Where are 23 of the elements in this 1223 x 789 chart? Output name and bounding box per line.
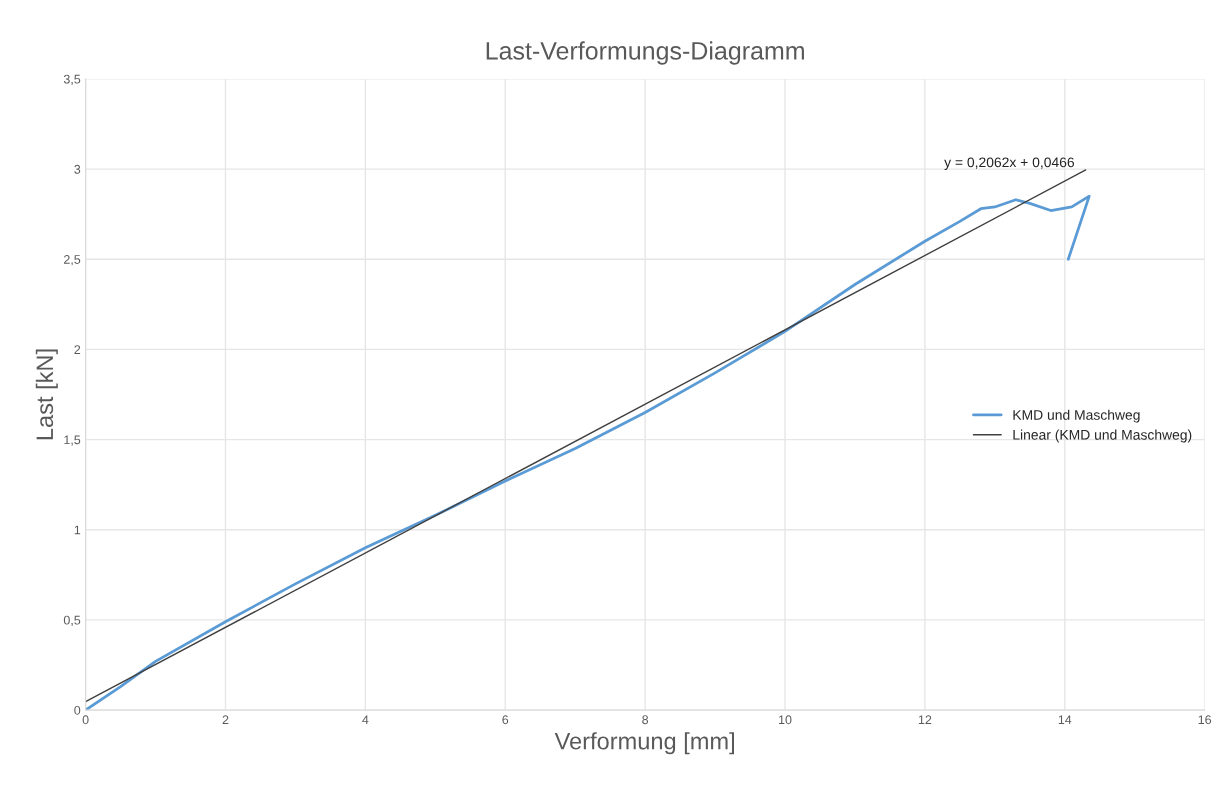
y-tick-label: 0 <box>74 705 81 715</box>
x-tick-label: 2 <box>222 715 229 725</box>
y-tick-label: 1 <box>74 525 81 535</box>
x-tick-label: 4 <box>362 715 369 725</box>
annotation: y = 0,2062x + 0,0466 <box>944 157 1075 170</box>
x-tick-label: 10 <box>779 715 792 725</box>
x-tick-label: 0 <box>82 715 89 725</box>
y-tick-label: 2,5 <box>64 255 81 266</box>
x-tick-label: 16 <box>1198 715 1212 725</box>
x-tick-label: 8 <box>642 715 649 725</box>
y-tick-label: 0,5 <box>63 615 81 627</box>
legend-label: KMD und Maschweg <box>1013 409 1140 423</box>
x-tick-label: 6 <box>502 715 509 725</box>
x-axis-title: Verformung [mm] <box>554 732 734 755</box>
x-tick-label: 14 <box>1058 715 1072 725</box>
y-tick-label: 3,5 <box>63 74 81 86</box>
legend-label: Linear (KMD und Maschweg) <box>1013 429 1192 443</box>
y-tick-label: 2 <box>74 345 81 354</box>
chart-title: Last-Verformungs-Diagramm <box>486 41 804 65</box>
y-axis-title: Last [kN] <box>35 349 58 440</box>
y-tick-label: 3 <box>74 164 81 174</box>
x-tick-label: 12 <box>918 715 932 725</box>
y-tick-label: 1,5 <box>64 435 81 446</box>
